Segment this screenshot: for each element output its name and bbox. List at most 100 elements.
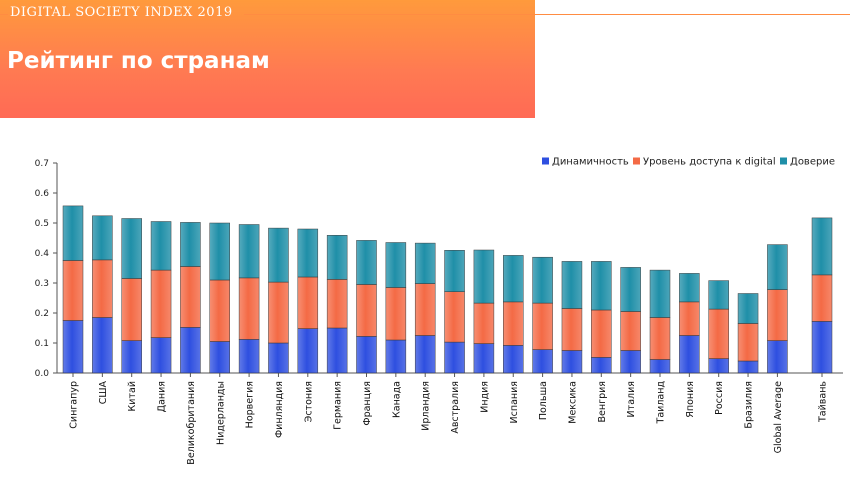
header-tagline: DIGITAL SOCIETY INDEX 2019: [10, 5, 233, 20]
bar-segment: [503, 301, 524, 346]
y-tick-label: 0.0: [35, 369, 50, 379]
bar-segment: [297, 276, 319, 329]
legend-label: Динамичность: [552, 157, 629, 168]
x-tick-label: Global Average: [773, 381, 784, 453]
bar-segment: [209, 222, 230, 281]
bar-segment: [503, 255, 524, 303]
bar-segment: [708, 358, 729, 374]
bar-segment: [591, 261, 612, 311]
bar-segment: [150, 337, 172, 374]
bar-segment: [591, 309, 612, 358]
bar-segment: [532, 256, 553, 304]
bar-segment: [268, 342, 289, 374]
bar-segment: [811, 217, 833, 276]
bar-segment: [649, 317, 671, 360]
bar-segment: [444, 250, 465, 292]
bar-segment: [503, 345, 524, 374]
bar-segment: [238, 224, 260, 279]
bar-segment: [444, 341, 465, 374]
bar-segment: [679, 335, 700, 374]
bar-segment: [532, 302, 553, 350]
bar-segment: [121, 340, 142, 374]
bar-segment: [737, 323, 759, 362]
bar-segment: [209, 279, 230, 342]
x-tick-label: Австралия: [450, 381, 461, 434]
bar-segment: [92, 317, 113, 374]
legend-label: Уровень доступа к digital: [643, 157, 776, 168]
bar-segment: [620, 267, 641, 312]
bar-segment: [591, 357, 612, 374]
bar-segment: [92, 259, 113, 318]
x-tick-label: Таиланд: [656, 381, 667, 425]
bar-segment: [62, 320, 84, 374]
bar-segment: [326, 279, 348, 329]
bar-segment: [268, 281, 289, 344]
bar-segment: [620, 350, 641, 374]
bar-segment: [180, 222, 201, 267]
bar-segment: [356, 240, 377, 285]
x-tick-label: Индия: [479, 381, 490, 413]
y-tick-label: 0.1: [35, 339, 49, 349]
x-tick-label: Тайвань: [818, 381, 829, 423]
x-tick-label: Канада: [391, 381, 402, 418]
x-tick-label: Дания: [157, 381, 168, 412]
x-tick-label: Великобритания: [186, 381, 197, 465]
y-tick-label: 0.7: [35, 159, 49, 169]
bar-segment: [767, 340, 788, 374]
bar-segment: [811, 321, 833, 374]
bar-segment: [356, 336, 377, 374]
y-tick-label: 0.4: [35, 249, 50, 259]
bar-segment: [811, 274, 833, 322]
y-tick-label: 0.6: [35, 189, 50, 199]
y-tick-label: 0.2: [35, 309, 49, 319]
bar-segment: [209, 341, 230, 374]
x-tick-label: Сингапур: [69, 381, 80, 429]
x-tick-label: США: [98, 381, 109, 405]
legend-swatch: [780, 157, 787, 165]
bar-segment: [620, 311, 641, 351]
bar-segment: [649, 269, 671, 318]
bar-segment: [385, 339, 407, 374]
header-rule-left: [0, 14, 8, 15]
bar-segment: [414, 335, 436, 374]
bar-segment: [356, 284, 377, 337]
bar-segment: [737, 293, 759, 324]
x-tick-label: Финляндия: [274, 381, 285, 438]
bar-segment: [473, 249, 495, 304]
y-tick-label: 0.5: [35, 219, 49, 229]
bar-segment: [297, 328, 319, 374]
bar-segment: [561, 350, 583, 374]
x-tick-label: Мексика: [567, 381, 578, 424]
bar-segment: [532, 349, 553, 374]
header-banner: [0, 0, 535, 118]
x-tick-label: Франция: [362, 381, 373, 426]
bar-segment: [150, 221, 172, 271]
x-tick-label: Италия: [626, 381, 637, 417]
x-tick-label: Испания: [509, 381, 520, 423]
bar-segment: [767, 289, 788, 341]
bar-segment: [268, 227, 289, 283]
legend-label: Доверие: [790, 157, 835, 168]
x-tick-label: Ирландия: [421, 381, 432, 431]
bar-segment: [180, 266, 201, 328]
header-rule-right: [244, 14, 850, 15]
bar-segment: [180, 327, 201, 374]
bar-segment: [326, 235, 348, 280]
bar-segment: [92, 215, 113, 261]
bar-segment: [473, 343, 495, 374]
x-tick-label: Япония: [685, 381, 696, 418]
bar-segment: [708, 280, 729, 310]
bar-segment: [385, 287, 407, 341]
x-tick-label: Эстония: [303, 381, 314, 422]
bar-segment: [121, 278, 142, 341]
legend-swatch: [542, 157, 549, 165]
bar-segment: [444, 291, 465, 343]
bar-segment: [737, 360, 759, 374]
bar-segment: [121, 218, 142, 279]
bar-segment: [414, 283, 436, 336]
bar-segment: [561, 261, 583, 309]
bar-segment: [238, 277, 260, 340]
x-tick-label: Бразилия: [744, 381, 755, 429]
bar-segment: [150, 269, 172, 338]
bar-segment: [62, 205, 84, 261]
